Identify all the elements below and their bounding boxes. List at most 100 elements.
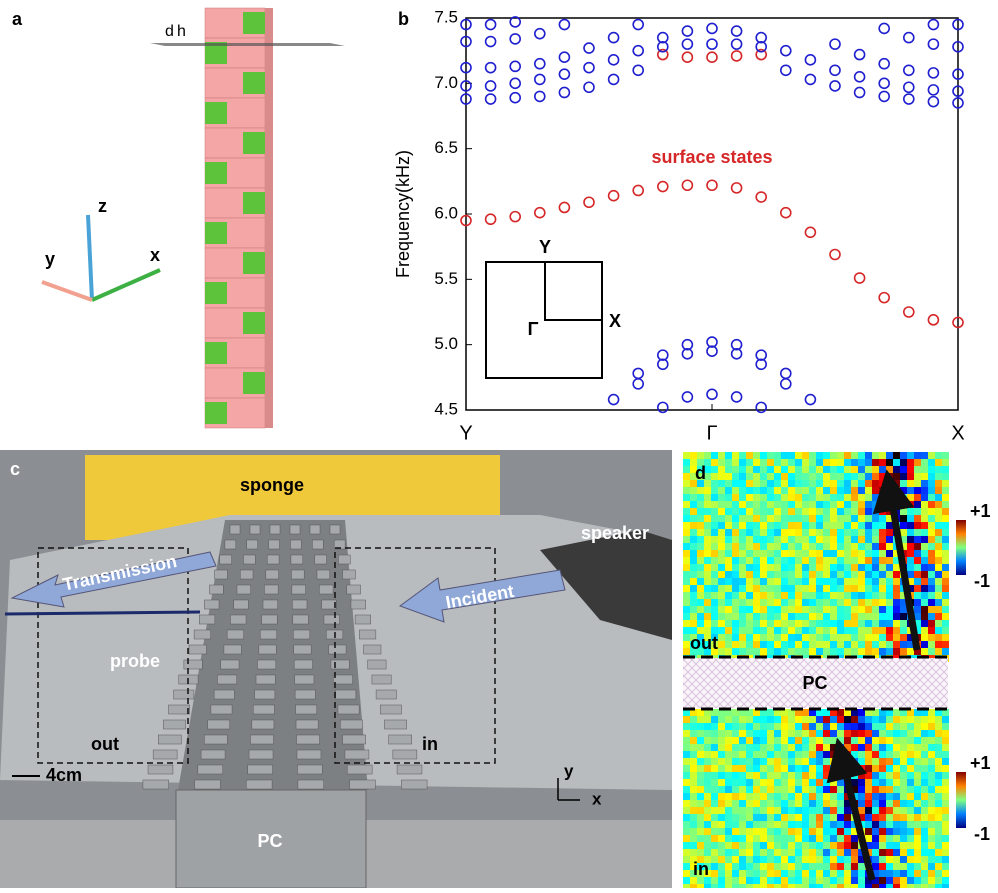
block [205,102,227,124]
field-cell [739,571,746,578]
field-cell [732,543,739,550]
field-cell [886,765,893,772]
field-cell [914,466,921,473]
field-cell [753,828,760,835]
field-cell [823,786,830,793]
field-cell [816,884,823,888]
field-cell [767,842,774,849]
field-cell [767,557,774,564]
field-cell [697,821,704,828]
field-cell [690,751,697,758]
field-cell [746,480,753,487]
field-cell [914,487,921,494]
pc-cell [148,765,173,774]
field-cell [725,863,732,870]
field-cell [907,501,914,508]
field-cell [830,814,837,821]
field-cell [837,807,844,814]
field-cell [760,716,767,723]
field-cell [872,571,879,578]
field-cell [865,592,872,599]
field-cell [753,634,760,641]
panel-c: c sponge speaker Transmission Incident p… [0,450,672,888]
field-cell [795,765,802,772]
field-cell [830,599,837,606]
field-cell [767,571,774,578]
field-cell [935,627,942,634]
field-cell [865,564,872,571]
field-cell [914,877,921,884]
field-cell [788,480,795,487]
field-cell [774,564,781,571]
field-cell [760,884,767,888]
field-cell [935,765,942,772]
field-cell [760,501,767,508]
field-cell [760,779,767,786]
label: x [592,789,602,808]
field-cell [739,550,746,557]
field-cell [893,828,900,835]
field-cell [802,634,809,641]
pc-cell [221,660,239,669]
field-cell [760,821,767,828]
field-cell [788,620,795,627]
field-cell [753,648,760,655]
field-cell [900,779,907,786]
field-cell [774,641,781,648]
field-cell [865,585,872,592]
field-cell [760,543,767,550]
field-cell [823,557,830,564]
field-cell [914,473,921,480]
field-cell [893,884,900,888]
field-cell [753,571,760,578]
field-cell [767,828,774,835]
field-cell [725,466,732,473]
field-cell [914,585,921,592]
field-cell [830,515,837,522]
field-cell [837,751,844,758]
field-cell [683,856,690,863]
band-point [559,69,569,79]
pc-cell [343,570,356,579]
field-cell [886,856,893,863]
field-cell [753,716,760,723]
field-cell [886,459,893,466]
field-cell [886,585,893,592]
field-cell [704,606,711,613]
field-cell [928,870,935,877]
field-cell [921,480,928,487]
block [243,12,265,34]
field-cell [851,508,858,515]
field-cell [879,543,886,550]
colorbar-label: +1 [970,501,991,521]
pc-cell [343,735,366,744]
field-cell [900,814,907,821]
field-cell [942,849,949,856]
field-cell [767,793,774,800]
field-cell [907,772,914,779]
field-cell [725,473,732,480]
field-cell [900,473,907,480]
field-cell [844,884,851,888]
field-cell [907,744,914,751]
field-cell [837,494,844,501]
field-cell [914,758,921,765]
field-cell [921,550,928,557]
field-cell [690,578,697,585]
field-cell [753,550,760,557]
field-cell [837,571,844,578]
field-cell [837,723,844,730]
field-cell [858,863,865,870]
pc-cell [266,570,279,579]
field-cell [718,863,725,870]
field-cell [914,786,921,793]
field-cell [844,807,851,814]
field-cell [802,821,809,828]
field-cell [816,494,823,501]
field-cell [914,599,921,606]
field-cell [900,487,907,494]
field-cell [823,564,830,571]
field-cell [942,828,949,835]
band-point [732,26,742,36]
band-point [756,192,766,202]
